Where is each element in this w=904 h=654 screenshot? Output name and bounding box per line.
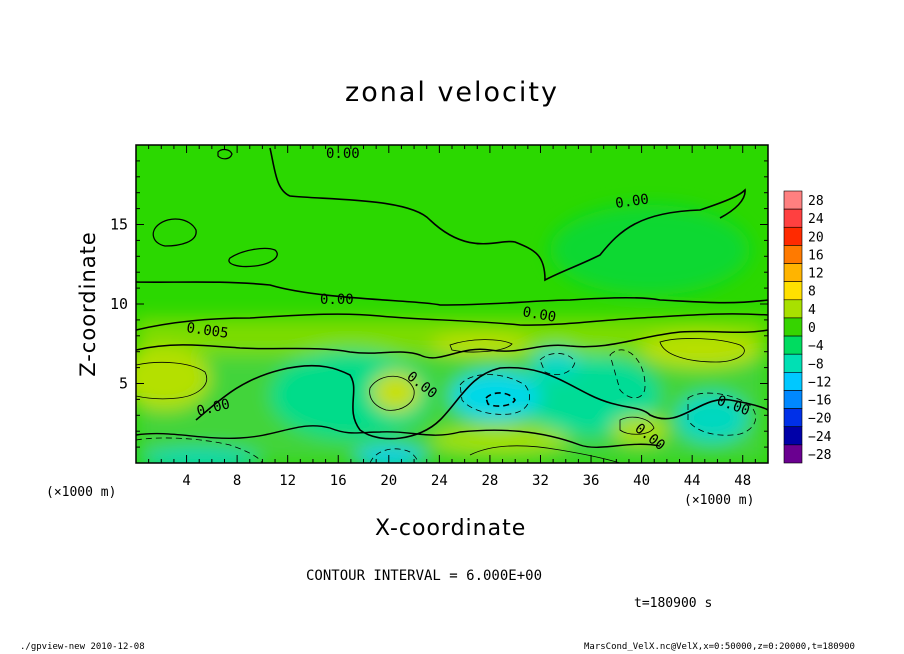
contour-label: 0.00: [326, 146, 360, 162]
colorbar-swatch: [783, 208, 803, 228]
x-tick-label: 32: [532, 473, 549, 489]
colorbar-label: 20: [808, 230, 824, 245]
contour-lines: [136, 147, 768, 463]
colorbar-swatch: [783, 444, 803, 464]
x-tick-label: 12: [279, 473, 296, 489]
x-tick-label: 20: [380, 473, 397, 489]
colorbar-label: 8: [808, 285, 816, 300]
colorbar-swatch: [783, 263, 803, 282]
y-tick-label: 15: [110, 216, 128, 234]
colorbar-label: −24: [808, 430, 832, 445]
colorbar-swatch: [783, 353, 803, 373]
y-tick-label: 10: [110, 295, 128, 313]
colorbar-swatch: [783, 317, 803, 337]
velocity-field: [136, 145, 768, 463]
x-tick-label: 44: [684, 473, 701, 489]
colorbar-swatch: [783, 245, 803, 264]
colorbar-swatch: [783, 408, 803, 428]
colorbar-label: −16: [808, 394, 831, 409]
colorbar-label: 4: [808, 303, 816, 318]
x-tick-label: 4: [182, 473, 190, 489]
contour-label: 0.00: [320, 292, 354, 308]
colorbar-swatch: [783, 372, 803, 391]
x-tick-label: 24: [431, 473, 448, 489]
contour-label: 0.00: [614, 191, 650, 212]
colorbar-label: 28: [808, 194, 824, 209]
x-tick-label: 8: [233, 473, 241, 489]
x-tick-label: 48: [734, 473, 751, 489]
y-axis: 5 10 15: [110, 160, 768, 448]
y-axis-label: Z-coordinate: [76, 231, 100, 377]
contour-label: 0.00: [195, 396, 232, 420]
colorbar-swatch: [783, 299, 803, 319]
colorbar-swatch: [783, 281, 803, 301]
colorbar-label: 24: [808, 212, 824, 227]
colorbar-swatch: [783, 226, 803, 246]
x-axis: 4 8 12 16 20 24 28 32 36 40 44 48: [148, 145, 756, 489]
colorbar-label: 12: [808, 267, 824, 282]
colorbar-label: −28: [808, 448, 831, 463]
y-tick-label: 5: [119, 375, 128, 393]
chart-title: zonal velocity: [345, 77, 559, 108]
footer-source: MarsCond_VelX.nc@VelX,x=0:50000,z=0:2000…: [584, 642, 855, 652]
colorbar-label: 16: [808, 248, 824, 263]
colorbar-label: −8: [808, 357, 824, 372]
colorbar-label: −12: [808, 375, 831, 390]
colorbar-swatch: [783, 190, 803, 210]
x-unit-label-right: (×1000 m): [684, 493, 755, 508]
colorbar-swatch: [783, 335, 803, 355]
contour-label: 0.00: [521, 304, 557, 326]
x-axis-label: X-coordinate: [375, 516, 527, 541]
x-tick-label: 28: [481, 473, 498, 489]
footer-program-date: ./gpview-new 2010-12-08: [20, 642, 145, 652]
x-tick-label: 16: [330, 473, 347, 489]
x-tick-label: 36: [583, 473, 600, 489]
contour-interval-label: CONTOUR INTERVAL = 6.000E+00: [306, 568, 543, 584]
colorbar-label: 0: [808, 321, 816, 336]
time-label: t=180900 s: [634, 596, 713, 611]
x-unit-label-left: (×1000 m): [46, 485, 117, 500]
colorbar-label: −20: [808, 412, 831, 427]
colorbar-swatch: [783, 390, 803, 409]
x-tick-label: 40: [633, 473, 650, 489]
contour-label: 0.005: [185, 320, 229, 342]
colorbar-label: −4: [808, 339, 824, 354]
colorbar-swatch: [783, 426, 803, 446]
colorbar: 28 24 20 16 12 8 4 0 −4 −8 −12 −16 −20 −24 −28: [783, 190, 832, 464]
